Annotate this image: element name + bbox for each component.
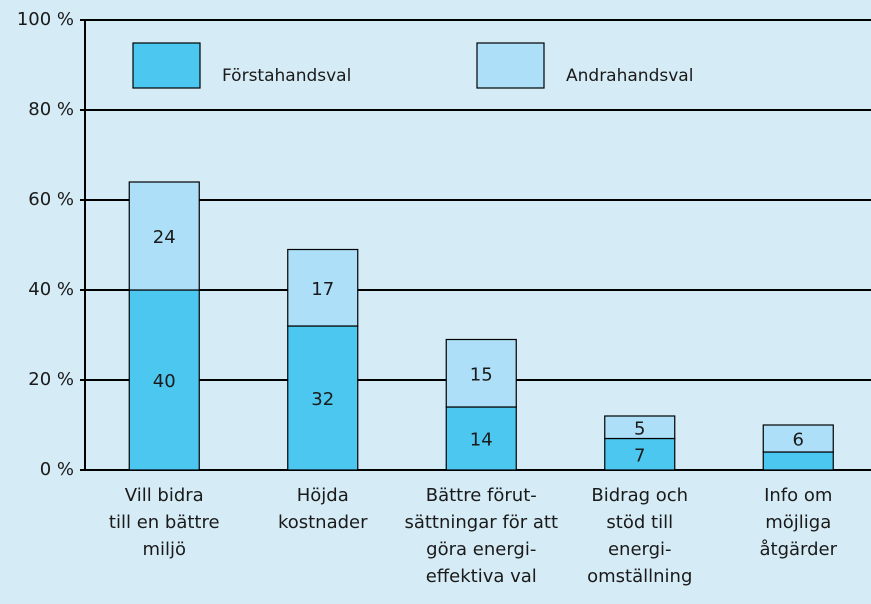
bar-segment bbox=[445, 338, 517, 408]
x-tick-label: stöd till bbox=[606, 512, 673, 533]
x-tick-label: Bidrag och bbox=[591, 485, 688, 506]
x-tick-label: Bättre förut- bbox=[426, 485, 537, 506]
bar-segment bbox=[287, 325, 359, 471]
data-label: 32 bbox=[311, 389, 334, 410]
x-tick-label: Vill bidra bbox=[125, 485, 204, 506]
x-tick-label: Höjda bbox=[297, 485, 349, 506]
y-tick-label: 0 % bbox=[40, 459, 74, 480]
data-label: 5 bbox=[634, 418, 645, 439]
bar-segment bbox=[287, 248, 359, 327]
x-tick-label: till en bättre bbox=[109, 512, 220, 533]
x-tick-label: miljö bbox=[142, 539, 186, 560]
data-label: 14 bbox=[470, 430, 493, 451]
x-tick-label: kostnader bbox=[278, 512, 368, 533]
bar-segment bbox=[445, 406, 517, 471]
y-tick-label: 100 % bbox=[17, 9, 74, 30]
data-label: 15 bbox=[470, 364, 493, 385]
data-label: 17 bbox=[311, 279, 334, 300]
y-tick-label: 80 % bbox=[28, 99, 74, 120]
x-tick-label: omställning bbox=[587, 566, 692, 587]
x-tick-label: energi- bbox=[608, 539, 672, 560]
legend-label: Förstahandsval bbox=[222, 66, 351, 86]
x-tick-label: möjliga bbox=[765, 512, 831, 533]
x-tick-label: Info om bbox=[764, 485, 832, 506]
data-label: 6 bbox=[793, 430, 804, 451]
x-tick-label: effektiva val bbox=[426, 566, 537, 587]
bar-segment bbox=[762, 424, 834, 453]
x-tick-label: sättningar för att bbox=[404, 512, 558, 533]
x-tick-label: göra energi- bbox=[426, 539, 536, 560]
y-tick-label: 20 % bbox=[28, 369, 74, 390]
x-tick-label: åtgärder bbox=[759, 539, 837, 560]
bar-segment bbox=[604, 437, 676, 471]
bar-segment bbox=[762, 451, 834, 471]
data-label: 40 bbox=[153, 371, 176, 392]
bar-segment bbox=[128, 289, 200, 471]
legend-swatch bbox=[132, 42, 201, 89]
y-tick-label: 40 % bbox=[28, 279, 74, 300]
data-label: 24 bbox=[153, 227, 176, 248]
y-tick-label: 60 % bbox=[28, 189, 74, 210]
bar-segment bbox=[604, 415, 676, 440]
legend-swatch bbox=[476, 42, 545, 89]
data-label: 7 bbox=[634, 445, 645, 466]
bar-segment bbox=[128, 181, 200, 291]
legend-label: Andrahandsval bbox=[566, 66, 693, 86]
